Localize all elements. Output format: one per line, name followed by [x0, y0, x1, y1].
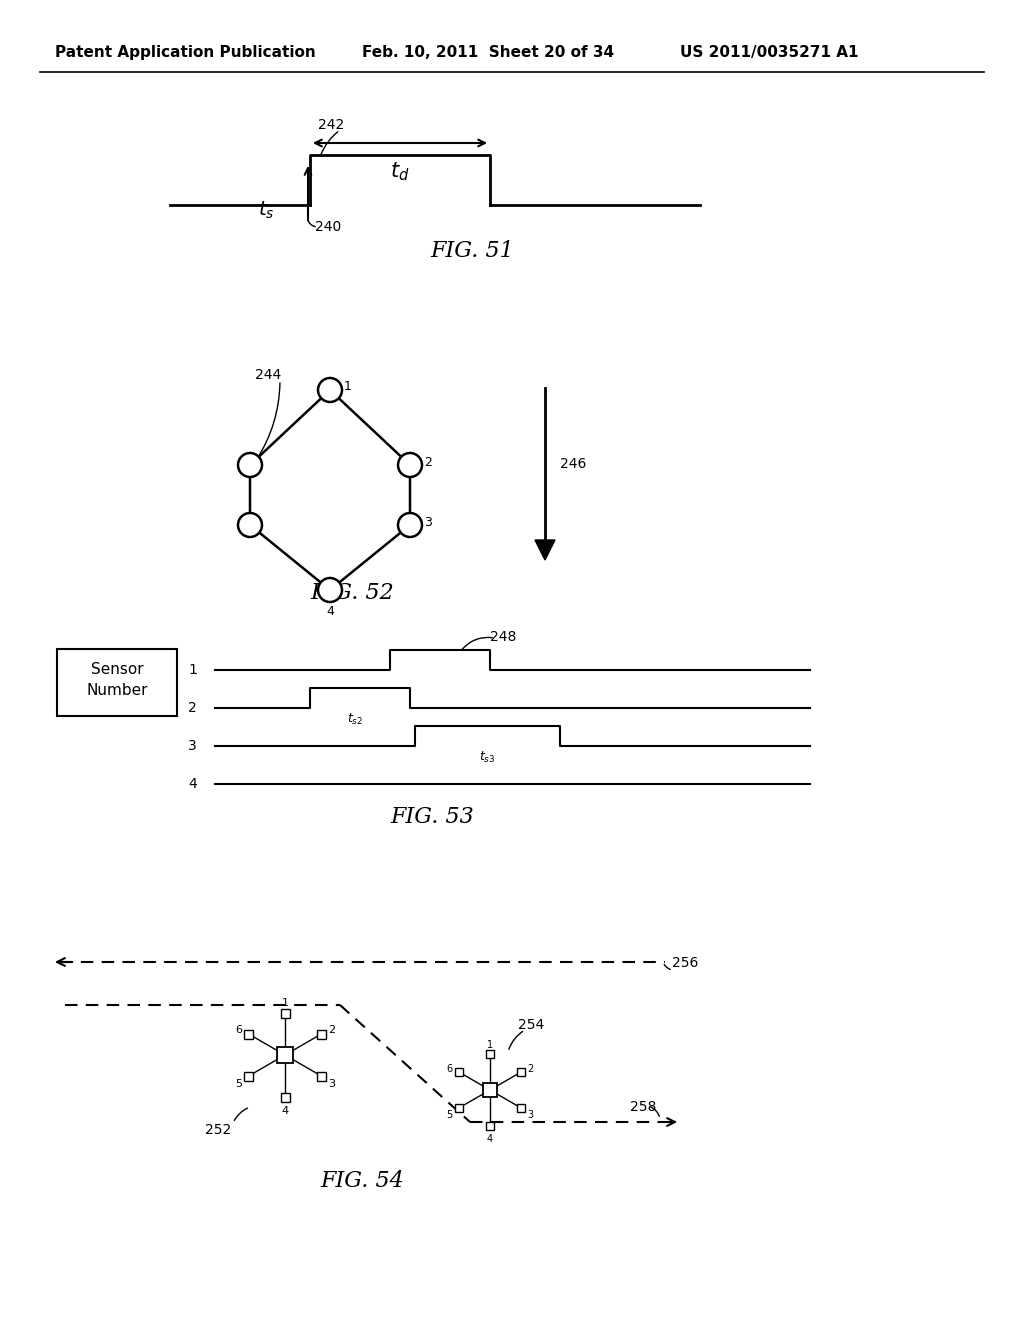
Circle shape	[398, 513, 422, 537]
Text: 2: 2	[527, 1064, 534, 1073]
Text: 4: 4	[188, 777, 197, 791]
Text: 5: 5	[236, 1078, 242, 1089]
Text: 3: 3	[527, 1110, 534, 1121]
Text: 240: 240	[315, 220, 341, 234]
FancyBboxPatch shape	[281, 1008, 290, 1018]
Text: $t_s$: $t_s$	[258, 199, 274, 220]
FancyBboxPatch shape	[57, 649, 177, 715]
Circle shape	[238, 513, 262, 537]
FancyBboxPatch shape	[281, 1093, 290, 1101]
Circle shape	[318, 378, 342, 403]
Text: 242: 242	[318, 117, 344, 132]
Text: FIG. 53: FIG. 53	[390, 807, 474, 828]
Text: FIG. 51: FIG. 51	[430, 240, 514, 261]
Text: 5: 5	[446, 1110, 453, 1121]
Text: 248: 248	[490, 630, 516, 644]
Text: $t_{s3}$: $t_{s3}$	[479, 750, 496, 766]
Text: 254: 254	[518, 1018, 544, 1032]
Text: 1: 1	[282, 998, 289, 1008]
Text: 4: 4	[282, 1106, 289, 1115]
Text: FIG. 54: FIG. 54	[319, 1170, 403, 1192]
Text: 6: 6	[236, 1026, 242, 1035]
Circle shape	[238, 453, 262, 477]
FancyBboxPatch shape	[517, 1104, 525, 1111]
Text: $t_{s2}$: $t_{s2}$	[347, 711, 364, 727]
Text: 244: 244	[255, 368, 282, 381]
FancyBboxPatch shape	[278, 1047, 293, 1063]
Text: US 2011/0035271 A1: US 2011/0035271 A1	[680, 45, 858, 59]
Text: 1: 1	[281, 1051, 289, 1064]
FancyBboxPatch shape	[316, 1030, 326, 1039]
Text: 258: 258	[630, 1100, 656, 1114]
Circle shape	[318, 578, 342, 602]
Circle shape	[398, 453, 422, 477]
Text: Number: Number	[86, 682, 147, 698]
FancyBboxPatch shape	[244, 1072, 253, 1081]
FancyBboxPatch shape	[455, 1068, 463, 1076]
Text: 1: 1	[344, 380, 352, 392]
Text: 246: 246	[560, 457, 587, 471]
Text: Patent Application Publication: Patent Application Publication	[55, 45, 315, 59]
Text: 2: 2	[424, 455, 432, 469]
Text: 4: 4	[326, 605, 334, 618]
Text: 6: 6	[446, 1064, 453, 1073]
Text: 1: 1	[188, 663, 197, 677]
FancyBboxPatch shape	[486, 1049, 494, 1059]
FancyBboxPatch shape	[517, 1068, 525, 1076]
FancyBboxPatch shape	[244, 1030, 253, 1039]
Text: Sensor: Sensor	[91, 663, 143, 677]
Text: Feb. 10, 2011  Sheet 20 of 34: Feb. 10, 2011 Sheet 20 of 34	[362, 45, 614, 59]
Text: 2: 2	[486, 1086, 494, 1097]
Text: 3: 3	[328, 1078, 335, 1089]
Text: 256: 256	[672, 956, 698, 970]
Text: FIG. 52: FIG. 52	[310, 582, 394, 605]
Text: 2: 2	[188, 701, 197, 715]
Text: 4: 4	[487, 1134, 494, 1144]
Polygon shape	[535, 540, 555, 560]
FancyBboxPatch shape	[483, 1082, 497, 1097]
FancyBboxPatch shape	[316, 1072, 326, 1081]
Text: 1: 1	[487, 1040, 494, 1049]
Text: $t_d$: $t_d$	[390, 161, 410, 183]
Text: 2: 2	[328, 1026, 335, 1035]
Text: 252: 252	[205, 1123, 231, 1137]
Text: 3: 3	[424, 516, 432, 528]
Text: 3: 3	[188, 739, 197, 752]
FancyBboxPatch shape	[455, 1104, 463, 1111]
FancyBboxPatch shape	[486, 1122, 494, 1130]
